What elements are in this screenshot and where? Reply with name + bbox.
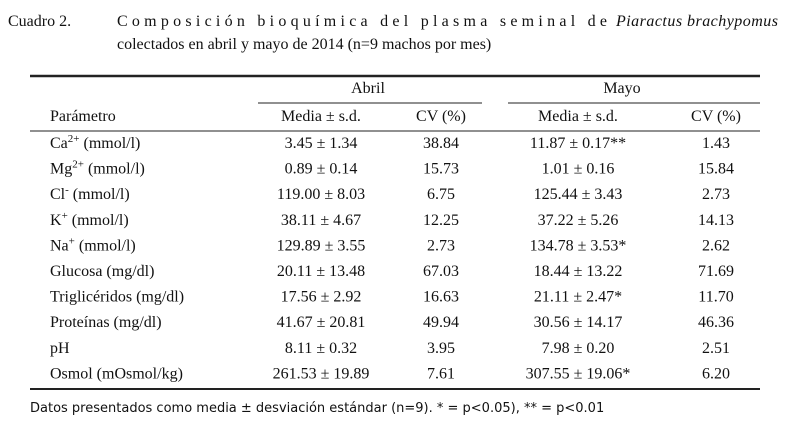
cell-value: 67.03 [423, 263, 459, 280]
parameter: pH [50, 340, 70, 357]
group-header: Abril [351, 80, 385, 97]
caption-text: Composición bioquímica del plasma semina… [117, 13, 607, 30]
cell-value: 7.98 ± 0.20 [542, 340, 615, 357]
parameter: Ca2+ (mmol/l) [50, 133, 140, 152]
cell-value: 1.01 ± 0.16 [542, 161, 615, 178]
cell-value: 37.22 ± 5.26 [538, 212, 619, 229]
cell-value: 8.11 ± 0.32 [285, 340, 357, 357]
column-header: CV (%) [416, 108, 466, 125]
cell-value: 119.00 ± 8.03 [277, 186, 365, 203]
cell-value: 30.56 ± 14.17 [534, 314, 623, 331]
cell-value: 2.73 [427, 237, 455, 254]
cell-value: 41.67 ± 20.81 [277, 314, 366, 331]
parameter-charge: 2+ [68, 133, 80, 145]
cell-value: 0.89 ± 0.14 [285, 161, 358, 178]
cell-value: 307.55 ± 19.06* [526, 365, 631, 382]
cell-value: 7.61 [427, 365, 455, 382]
cell-value: 71.69 [698, 263, 734, 280]
cell-value: 6.75 [427, 186, 455, 203]
cell-value: 2.73 [702, 186, 730, 203]
parameter-unit: (mmol/l) [84, 161, 145, 178]
parameter: Triglicéridos (mg/dl) [50, 289, 184, 306]
cell-value: 38.84 [423, 135, 459, 152]
cell-value: 261.53 ± 19.89 [273, 365, 370, 382]
parameter: Proteínas (mg/dl) [50, 314, 162, 331]
cell-value: 3.45 ± 1.34 [285, 135, 358, 152]
footnote: Datos presentados como media ± desviació… [30, 401, 604, 416]
parameter: Cl- (mmol/l) [50, 184, 130, 203]
parameter-charge: - [65, 184, 69, 196]
parameter-name: Na [50, 237, 69, 254]
parameter-unit: (mmol/l) [69, 186, 130, 203]
parameter-charge: + [69, 235, 75, 247]
parameter-charge: 2+ [72, 159, 84, 171]
parameter: Mg2+ (mmol/l) [50, 159, 145, 178]
parameter-unit: (mmol/l) [68, 212, 129, 229]
parameter-charge: + [62, 210, 68, 222]
cell-value: 6.20 [702, 365, 730, 382]
parameter: K+ (mmol/l) [50, 210, 129, 229]
parameter-name: K [50, 212, 62, 229]
parameter-unit: (mmol/l) [75, 237, 136, 254]
cell-value: 15.84 [698, 161, 734, 178]
cell-value: 129.89 ± 3.55 [277, 237, 366, 254]
parameter: Osmol (mOsmol/kg) [50, 365, 183, 382]
parameter-name: Ca [50, 135, 68, 152]
column-header: Media ± s.d. [281, 108, 361, 125]
caption-text: colectados en abril y mayo de 2014 (n=9 … [117, 36, 491, 53]
parameter-name: Mg [50, 161, 72, 178]
cell-value: 14.13 [698, 212, 734, 229]
cell-value: 1.43 [702, 135, 730, 152]
cell-value: 125.44 ± 3.43 [534, 186, 623, 203]
cell-value: 12.25 [423, 212, 459, 229]
parameter-unit: (mmol/l) [80, 135, 141, 152]
caption-label: Cuadro 2. [8, 13, 71, 30]
cell-value: 2.62 [702, 237, 730, 254]
parameter: Na+ (mmol/l) [50, 235, 136, 254]
cell-value: 16.63 [423, 289, 459, 306]
cell-value: 20.11 ± 13.48 [277, 263, 365, 280]
cell-value: 49.94 [423, 314, 459, 331]
parameter-name: Cl [50, 186, 66, 203]
group-header: Mayo [603, 80, 640, 97]
cell-value: 17.56 ± 2.92 [281, 289, 362, 306]
cell-value: 18.44 ± 13.22 [534, 263, 623, 280]
cell-value: 21.11 ± 2.47* [534, 289, 622, 306]
cell-value: 11.70 [698, 289, 733, 306]
cell-value: 3.95 [427, 340, 455, 357]
caption-species: Piaractus brachypomus [615, 13, 778, 30]
cell-value: 134.78 ± 3.53* [530, 237, 627, 254]
column-header: Media ± s.d. [538, 108, 618, 125]
parameter: Glucosa (mg/dl) [50, 263, 154, 280]
column-header: Parámetro [50, 108, 116, 125]
column-header: CV (%) [691, 108, 741, 125]
cell-value: 38.11 ± 4.67 [281, 212, 361, 229]
cell-value: 11.87 ± 0.17** [530, 135, 626, 152]
cell-value: 2.51 [702, 340, 730, 357]
cell-value: 46.36 [698, 314, 734, 331]
cell-value: 15.73 [423, 161, 459, 178]
